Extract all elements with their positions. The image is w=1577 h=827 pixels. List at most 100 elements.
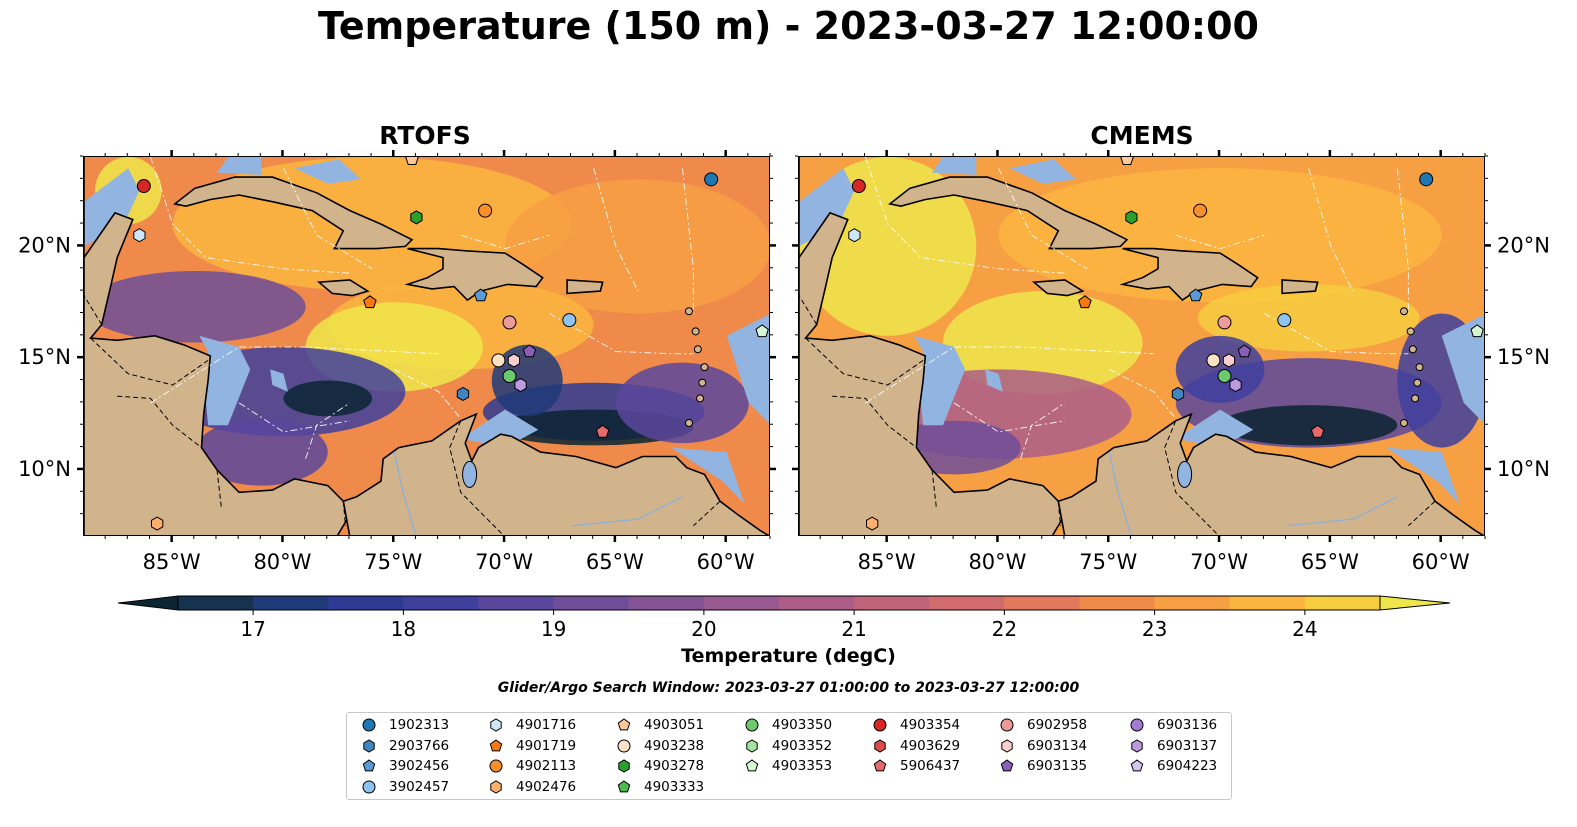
float-marker-6902958[interactable] — [502, 315, 517, 330]
circle-marker-icon — [362, 718, 376, 732]
colorbar-label: Temperature (degC) — [681, 645, 896, 667]
float-marker-3902457[interactable] — [1277, 313, 1292, 328]
colorbar-segment — [703, 596, 780, 610]
float-marker-6903135[interactable] — [1237, 344, 1252, 358]
float-marker-4901716[interactable] — [848, 228, 861, 243]
legend-item: 4902113 — [488, 758, 576, 774]
lat-tick-label: 10°N — [18, 457, 71, 481]
pentagon-marker-icon — [617, 718, 631, 731]
float-marker-4903278[interactable] — [410, 210, 423, 225]
legend-item: 1902313 — [361, 717, 449, 733]
legend-item: 4901716 — [488, 717, 576, 733]
float-marker-6903137[interactable] — [1229, 377, 1242, 393]
colorbar-tick-label: 22 — [992, 617, 1017, 641]
colorbar-segment — [553, 596, 630, 610]
hexagon-marker-icon — [1131, 738, 1143, 753]
circle-marker-icon — [873, 718, 887, 732]
hexagon-marker-icon — [1001, 738, 1013, 753]
float-marker-4903350[interactable] — [502, 369, 517, 384]
float-marker-6902958[interactable] — [1217, 315, 1232, 330]
legend-item-label: 1902313 — [389, 717, 450, 733]
lon-tick-label: 85°W — [858, 550, 916, 574]
legend-item: 4903051 — [616, 717, 704, 733]
colorbar-segment — [1079, 596, 1156, 610]
float-marker-5906437[interactable] — [1310, 424, 1325, 438]
colorbar-min-extend — [117, 595, 179, 611]
lat-tick-label: 15°N — [18, 345, 71, 369]
float-marker-6903137[interactable] — [514, 377, 527, 393]
colorbar-segment — [628, 596, 705, 610]
legend-item: 3902456 — [361, 758, 449, 774]
legend-item: 4903352 — [744, 738, 832, 754]
figure-title: Temperature (150 m) - 2023-03-27 12:00:0… — [317, 4, 1259, 48]
colorbar-segment — [328, 596, 404, 610]
float-marker-4901716[interactable] — [133, 228, 146, 243]
legend-item-label: 4902113 — [516, 758, 577, 774]
legend-item: 6903135 — [999, 758, 1087, 774]
hexagon-marker-icon — [618, 759, 630, 773]
legend-item: 5906437 — [872, 758, 960, 774]
search-window-text: Glider/Argo Search Window: 2023-03-27 01… — [497, 680, 1080, 696]
float-marker-4903353[interactable] — [755, 324, 769, 338]
legend-item-label: 3902457 — [389, 778, 450, 795]
rtofs-temperature-map — [84, 157, 769, 535]
float-marker-4902113[interactable] — [1193, 203, 1208, 218]
float-marker-4903350[interactable] — [1217, 369, 1232, 384]
float-marker-3902456[interactable] — [473, 288, 488, 302]
map-panel-cmems[interactable] — [798, 156, 1485, 536]
temperature-colorbar: 17 18 19 20 21 22 23 24 — [117, 595, 1451, 641]
float-marker-3902457[interactable] — [562, 313, 577, 328]
colorbar-tick-label: 19 — [541, 617, 566, 641]
pentagon-marker-icon — [489, 738, 503, 751]
colorbar-tick-label: 18 — [391, 617, 416, 641]
float-marker-6903134[interactable] — [1222, 353, 1236, 368]
colorbar-tick-label: 20 — [691, 617, 716, 641]
float-marker-4902113[interactable] — [478, 203, 493, 218]
float-marker-4903354[interactable] — [851, 179, 866, 194]
colorbar-segment — [1304, 596, 1381, 610]
legend-item: 2903766 — [361, 738, 449, 754]
float-marker-1902313[interactable] — [704, 172, 719, 187]
float-marker-4903238[interactable] — [491, 353, 506, 368]
circle-marker-icon — [617, 739, 631, 752]
lon-tick-label: 80°W — [253, 550, 311, 574]
legend-item-label: 4903333 — [644, 778, 705, 795]
float-marker-3902456[interactable] — [1188, 288, 1203, 302]
legend-item: 4903278 — [616, 758, 704, 774]
float-marker-4903238[interactable] — [1206, 353, 1221, 368]
pentagon-marker-icon — [362, 759, 376, 772]
float-marker-4903353[interactable] — [1470, 324, 1484, 338]
float-marker-2903766[interactable] — [1171, 386, 1185, 401]
colorbar-segment — [478, 596, 555, 610]
colorbar-segment — [253, 596, 329, 610]
float-marker-4901719[interactable] — [1078, 295, 1092, 309]
legend-item: 6903136 — [1129, 717, 1217, 733]
colorbar-segment — [779, 596, 855, 610]
legend-item-label: 4903051 — [644, 717, 705, 733]
legend-item: 4903629 — [872, 738, 960, 754]
float-marker-4902476[interactable] — [151, 516, 164, 531]
colorbar-segment — [403, 596, 479, 610]
legend-item-label: 6903136 — [1157, 717, 1218, 733]
float-marker-4903278[interactable] — [1125, 210, 1138, 225]
axes-overlay: 85°W 80°W 75°W 70°W 65°W 60°W 20°N 15°N 10°N 85°W… — [18, 150, 1550, 574]
float-marker-4903051[interactable] — [405, 157, 419, 165]
panel-title-cmems: CMEMS — [1090, 121, 1194, 150]
map-panel-rtofs[interactable] — [83, 156, 770, 536]
float-marker-2903766[interactable] — [456, 386, 470, 401]
legend-item-label: 4903238 — [644, 737, 705, 754]
float-marker-4901719[interactable] — [363, 295, 377, 309]
lon-tick-label: 60°W — [697, 550, 755, 574]
hexagon-marker-icon — [874, 738, 886, 753]
float-marker-4902476[interactable] — [866, 516, 879, 531]
float-marker-5906437[interactable] — [595, 424, 610, 438]
hexagon-marker-icon — [363, 738, 375, 753]
float-marker-6903135[interactable] — [522, 344, 537, 358]
legend-item: 4903354 — [872, 717, 960, 733]
lat-tick-label: 10°N — [1497, 457, 1550, 481]
float-marker-1902313[interactable] — [1419, 172, 1434, 187]
float-marker-4903051[interactable] — [1120, 157, 1134, 165]
float-marker-4903354[interactable] — [136, 179, 151, 194]
float-marker-6903134[interactable] — [507, 353, 521, 368]
legend-item: 4903353 — [744, 758, 832, 774]
